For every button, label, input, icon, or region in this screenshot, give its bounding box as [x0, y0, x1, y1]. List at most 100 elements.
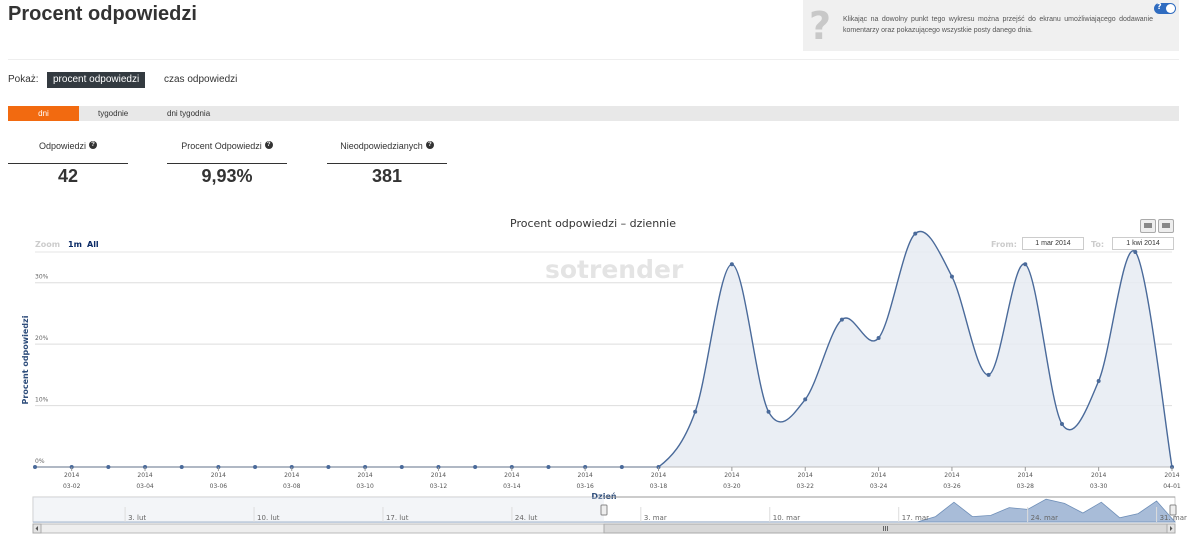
y-tick-label: 30%: [35, 274, 49, 281]
stat-unanswered-value: 381: [371, 166, 403, 186]
period-tabs: [8, 106, 1179, 121]
x-tick-label: 03-20: [723, 483, 741, 490]
data-point[interactable]: [766, 409, 771, 414]
response-percent-button[interactable]: procent odpowiedzi: [47, 72, 146, 88]
x-tick-label: 2014: [504, 472, 519, 479]
navigator-label: 24. mar: [1031, 514, 1058, 522]
x-tick-label: 03-12: [430, 483, 448, 490]
x-tick-label: 2014: [578, 472, 593, 479]
watermark-logo: sotrender: [545, 255, 684, 284]
navigator-label: 31. mar: [1160, 514, 1187, 522]
data-point[interactable]: [693, 409, 698, 414]
x-tick-label: 2014: [651, 472, 666, 479]
zoom-1m-button[interactable]: 1m: [68, 240, 82, 249]
data-point[interactable]: [803, 397, 808, 402]
data-point[interactable]: [839, 317, 844, 322]
navigator-label: 3. mar: [644, 514, 667, 522]
stat-responses-label: Odpowiedzi?: [8, 141, 128, 151]
data-point[interactable]: [619, 465, 624, 469]
stat-unanswered-label: Nieodpowiedzianych?: [327, 141, 447, 151]
data-point[interactable]: [106, 465, 111, 469]
data-point[interactable]: [546, 465, 551, 469]
zoom-label: Zoom: [35, 240, 61, 249]
download-icon[interactable]: [1158, 219, 1174, 233]
navigator-mask: [33, 497, 604, 522]
x-tick-label: 2014: [944, 472, 959, 479]
to-label: To:: [1091, 240, 1105, 249]
x-tick-label: 03-22: [797, 483, 815, 490]
x-tick-label: 03-14: [503, 483, 521, 490]
navigator-label: 24. lut: [515, 514, 538, 522]
data-point[interactable]: [949, 274, 954, 279]
help-toggle-label: ?: [1157, 2, 1162, 11]
tab-weekdays[interactable]: dni tygodnia: [167, 109, 211, 118]
x-tick-label: 03-30: [1090, 483, 1108, 490]
x-tick-label: 2014: [724, 472, 739, 479]
to-date-input[interactable]: 1 kwi 2014: [1112, 237, 1174, 250]
x-tick-label: 2014: [1164, 472, 1179, 479]
data-point[interactable]: [1096, 379, 1101, 383]
y-tick-label: 10%: [35, 397, 49, 404]
x-tick-label: 03-02: [63, 483, 81, 490]
x-tick-label: 2014: [137, 472, 152, 479]
divider: [8, 163, 128, 164]
y-tick-label: 20%: [35, 335, 49, 342]
from-date-input[interactable]: 1 mar 2014: [1022, 237, 1084, 250]
data-point[interactable]: [179, 465, 184, 469]
help-icon[interactable]: ?: [264, 141, 273, 149]
navigator-label: 10. mar: [773, 514, 800, 522]
data-point[interactable]: [473, 465, 478, 469]
navigator-label: 3. lut: [128, 514, 146, 522]
tab-days[interactable]: dni: [8, 106, 79, 121]
data-point[interactable]: [1133, 250, 1138, 254]
x-tick-label: 03-24: [870, 483, 888, 490]
help-text: Klikając na dowolny punkt tego wykresu m…: [843, 16, 1153, 34]
x-tick-label: 2014: [64, 472, 79, 479]
x-tick-label: 03-28: [1017, 483, 1035, 490]
chart-title: Procent odpowiedzi – dziennie: [510, 217, 676, 230]
data-point[interactable]: [33, 465, 37, 469]
response-time-button[interactable]: czas odpowiedzi: [164, 74, 238, 85]
question-mark-icon: ?: [809, 4, 832, 48]
page-title: Procent odpowiedzi: [8, 3, 197, 25]
chevron-left-icon: [35, 526, 38, 531]
x-tick-label: 03-18: [650, 483, 668, 490]
x-tick-label: 2014: [871, 472, 886, 479]
x-tick-label: 2014: [211, 472, 226, 479]
x-tick-label: 2014: [798, 472, 813, 479]
zoom-all-button[interactable]: All: [87, 240, 99, 249]
data-point[interactable]: [876, 336, 881, 340]
divider: [8, 59, 1179, 60]
x-tick-label: 2014: [284, 472, 299, 479]
navigator-label: 17. lut: [386, 514, 409, 522]
x-tick-label: 2014: [431, 472, 446, 479]
data-point[interactable]: [913, 231, 918, 236]
divider: [167, 163, 287, 164]
help-icon[interactable]: ?: [89, 141, 98, 149]
series-area: [35, 231, 1172, 467]
data-point[interactable]: [729, 262, 734, 267]
data-point[interactable]: [1023, 262, 1028, 267]
navigator-label: 17. mar: [902, 514, 929, 522]
data-point[interactable]: [1059, 422, 1064, 426]
data-point[interactable]: [253, 465, 258, 469]
data-point[interactable]: [399, 465, 404, 469]
data-point[interactable]: [986, 372, 991, 377]
navigator-series: [33, 498, 1176, 523]
navigator-handle-right[interactable]: [1169, 504, 1177, 516]
x-tick-label: 03-04: [136, 483, 154, 490]
tab-weeks[interactable]: tygodnie: [98, 109, 129, 118]
print-icon[interactable]: [1140, 219, 1156, 233]
data-point[interactable]: [326, 465, 331, 469]
help-toggle[interactable]: ?: [1154, 2, 1176, 14]
navigator-handle-left[interactable]: [600, 504, 608, 516]
y-tick-label: 0%: [35, 458, 45, 465]
divider: [327, 163, 447, 164]
navigator-label: 10. lut: [257, 514, 280, 522]
x-tick-label: 2014: [357, 472, 372, 479]
help-icon[interactable]: ?: [425, 141, 434, 149]
stat-response-rate-value: 9,93%: [201, 166, 253, 186]
show-label: Pokaż:: [8, 74, 39, 85]
x-tick-label: 03-10: [356, 483, 374, 490]
